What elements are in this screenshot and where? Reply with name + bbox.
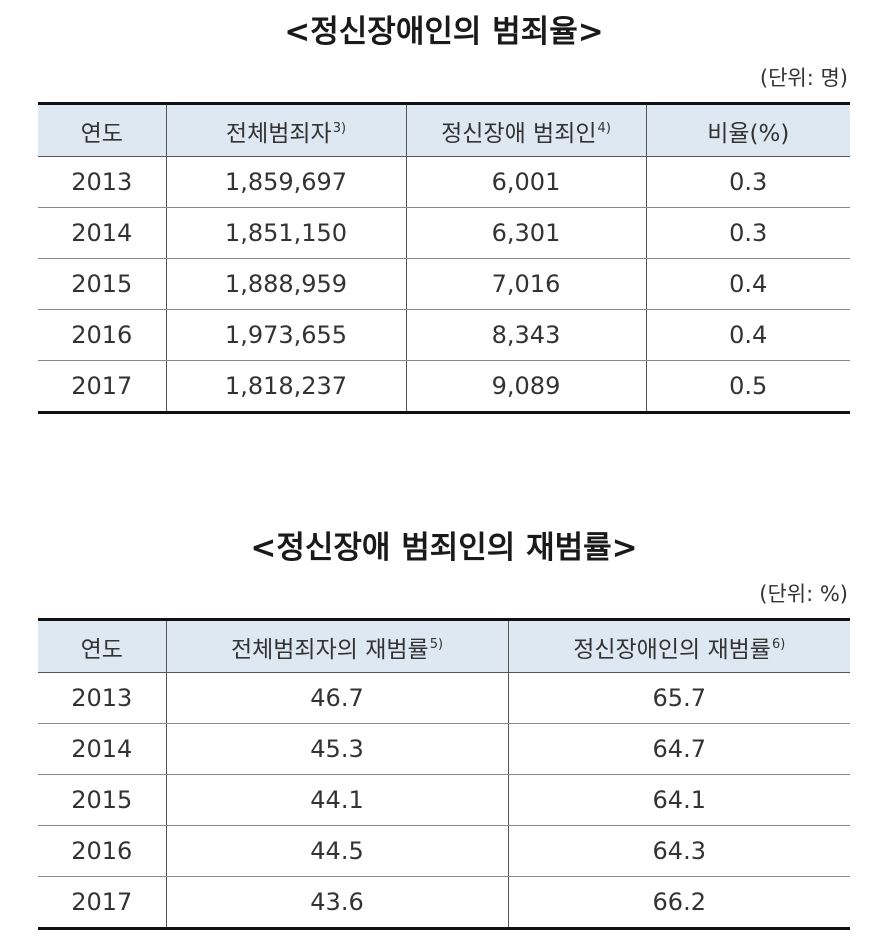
cell-ratio: 0.5: [645, 360, 850, 414]
cell-ratio: 0.3: [645, 156, 850, 208]
table-row: 2013 1,859,697 6,001 0.3: [38, 156, 850, 208]
table-header-row: 연도 전체범죄자의 재범률5) 정신장애인의 재범률6): [38, 618, 850, 673]
cell-total-offenders: 1,818,237: [165, 360, 406, 414]
crime-rate-table: 연도 전체범죄자3) 정신장애 범죄인4) 비율(%) 2013 1,859,6…: [38, 102, 850, 414]
crime-rate-unit: (단위: 명): [759, 66, 848, 90]
cell-year: 2015: [38, 258, 166, 310]
cell-mental-disorder-offenders: 9,089: [405, 360, 646, 414]
header-mental-disorder-recidivism: 정신장애인의 재범률6): [507, 618, 850, 673]
crime-rate-title: <정신장애인의 범죄율>: [284, 14, 604, 50]
cell-total-recidivism: 46.7: [165, 672, 508, 724]
cell-ratio: 0.4: [645, 309, 850, 361]
recidivism-title: <정신장애 범죄인의 재범률>: [250, 530, 638, 566]
cell-total-recidivism: 45.3: [165, 723, 508, 775]
header-year: 연도: [38, 618, 166, 673]
table-row: 2013 46.7 65.7: [38, 672, 850, 724]
cell-mental-disorder-recidivism: 64.7: [507, 723, 850, 775]
header-mental-disorder-offenders: 정신장애 범죄인4): [405, 102, 646, 157]
header-ratio: 비율(%): [645, 102, 850, 157]
cell-mental-disorder-recidivism: 66.2: [507, 876, 850, 930]
table-header-row: 연도 전체범죄자3) 정신장애 범죄인4) 비율(%): [38, 102, 850, 157]
table-row: 2014 1,851,150 6,301 0.3: [38, 207, 850, 259]
cell-mental-disorder-offenders: 6,301: [405, 207, 646, 259]
cell-mental-disorder-offenders: 8,343: [405, 309, 646, 361]
cell-total-offenders: 1,888,959: [165, 258, 406, 310]
cell-year: 2015: [38, 774, 166, 826]
cell-mental-disorder-recidivism: 64.3: [507, 825, 850, 877]
header-year: 연도: [38, 102, 166, 157]
cell-ratio: 0.4: [645, 258, 850, 310]
cell-mental-disorder-offenders: 7,016: [405, 258, 646, 310]
cell-total-offenders: 1,859,697: [165, 156, 406, 208]
footnote-marker: 6): [771, 636, 786, 652]
table-row: 2017 1,818,237 9,089 0.5: [38, 360, 850, 414]
cell-year: 2017: [38, 876, 166, 930]
footnote-marker: 4): [597, 120, 611, 136]
cell-total-recidivism: 44.5: [165, 825, 508, 877]
table-row: 2017 43.6 66.2: [38, 876, 850, 930]
cell-mental-disorder-recidivism: 64.1: [507, 774, 850, 826]
cell-total-recidivism: 44.1: [165, 774, 508, 826]
header-total-offenders: 전체범죄자3): [165, 102, 406, 157]
recidivism-section: <정신장애 범죄인의 재범률> (단위: %) 연도 전체범죄자의 재범률5) …: [38, 522, 850, 930]
header-total-recidivism: 전체범죄자의 재범률5): [165, 618, 508, 673]
cell-year: 2014: [38, 207, 166, 259]
cell-year: 2017: [38, 360, 166, 414]
cell-total-offenders: 1,851,150: [165, 207, 406, 259]
cell-year: 2013: [38, 156, 166, 208]
footnote-marker: 3): [332, 120, 347, 136]
table-row: 2015 1,888,959 7,016 0.4: [38, 258, 850, 310]
cell-year: 2014: [38, 723, 166, 775]
cell-mental-disorder-offenders: 6,001: [405, 156, 646, 208]
cell-year: 2013: [38, 672, 166, 724]
footnote-marker: 5): [429, 636, 444, 652]
table-row: 2015 44.1 64.1: [38, 774, 850, 826]
table-row: 2016 44.5 64.3: [38, 825, 850, 877]
cell-year: 2016: [38, 309, 166, 361]
table-row: 2016 1,973,655 8,343 0.4: [38, 309, 850, 361]
crime-rate-section: <정신장애인의 범죄율> (단위: 명) 연도 전체범죄자3) 정신장애 범죄인…: [38, 6, 850, 414]
cell-mental-disorder-recidivism: 65.7: [507, 672, 850, 724]
cell-ratio: 0.3: [645, 207, 850, 259]
cell-year: 2016: [38, 825, 166, 877]
cell-total-offenders: 1,973,655: [165, 309, 406, 361]
recidivism-table: 연도 전체범죄자의 재범률5) 정신장애인의 재범률6) 2013 46.7 6…: [38, 618, 850, 930]
cell-total-recidivism: 43.6: [165, 876, 508, 930]
recidivism-unit: (단위: %): [759, 582, 848, 606]
table-row: 2014 45.3 64.7: [38, 723, 850, 775]
